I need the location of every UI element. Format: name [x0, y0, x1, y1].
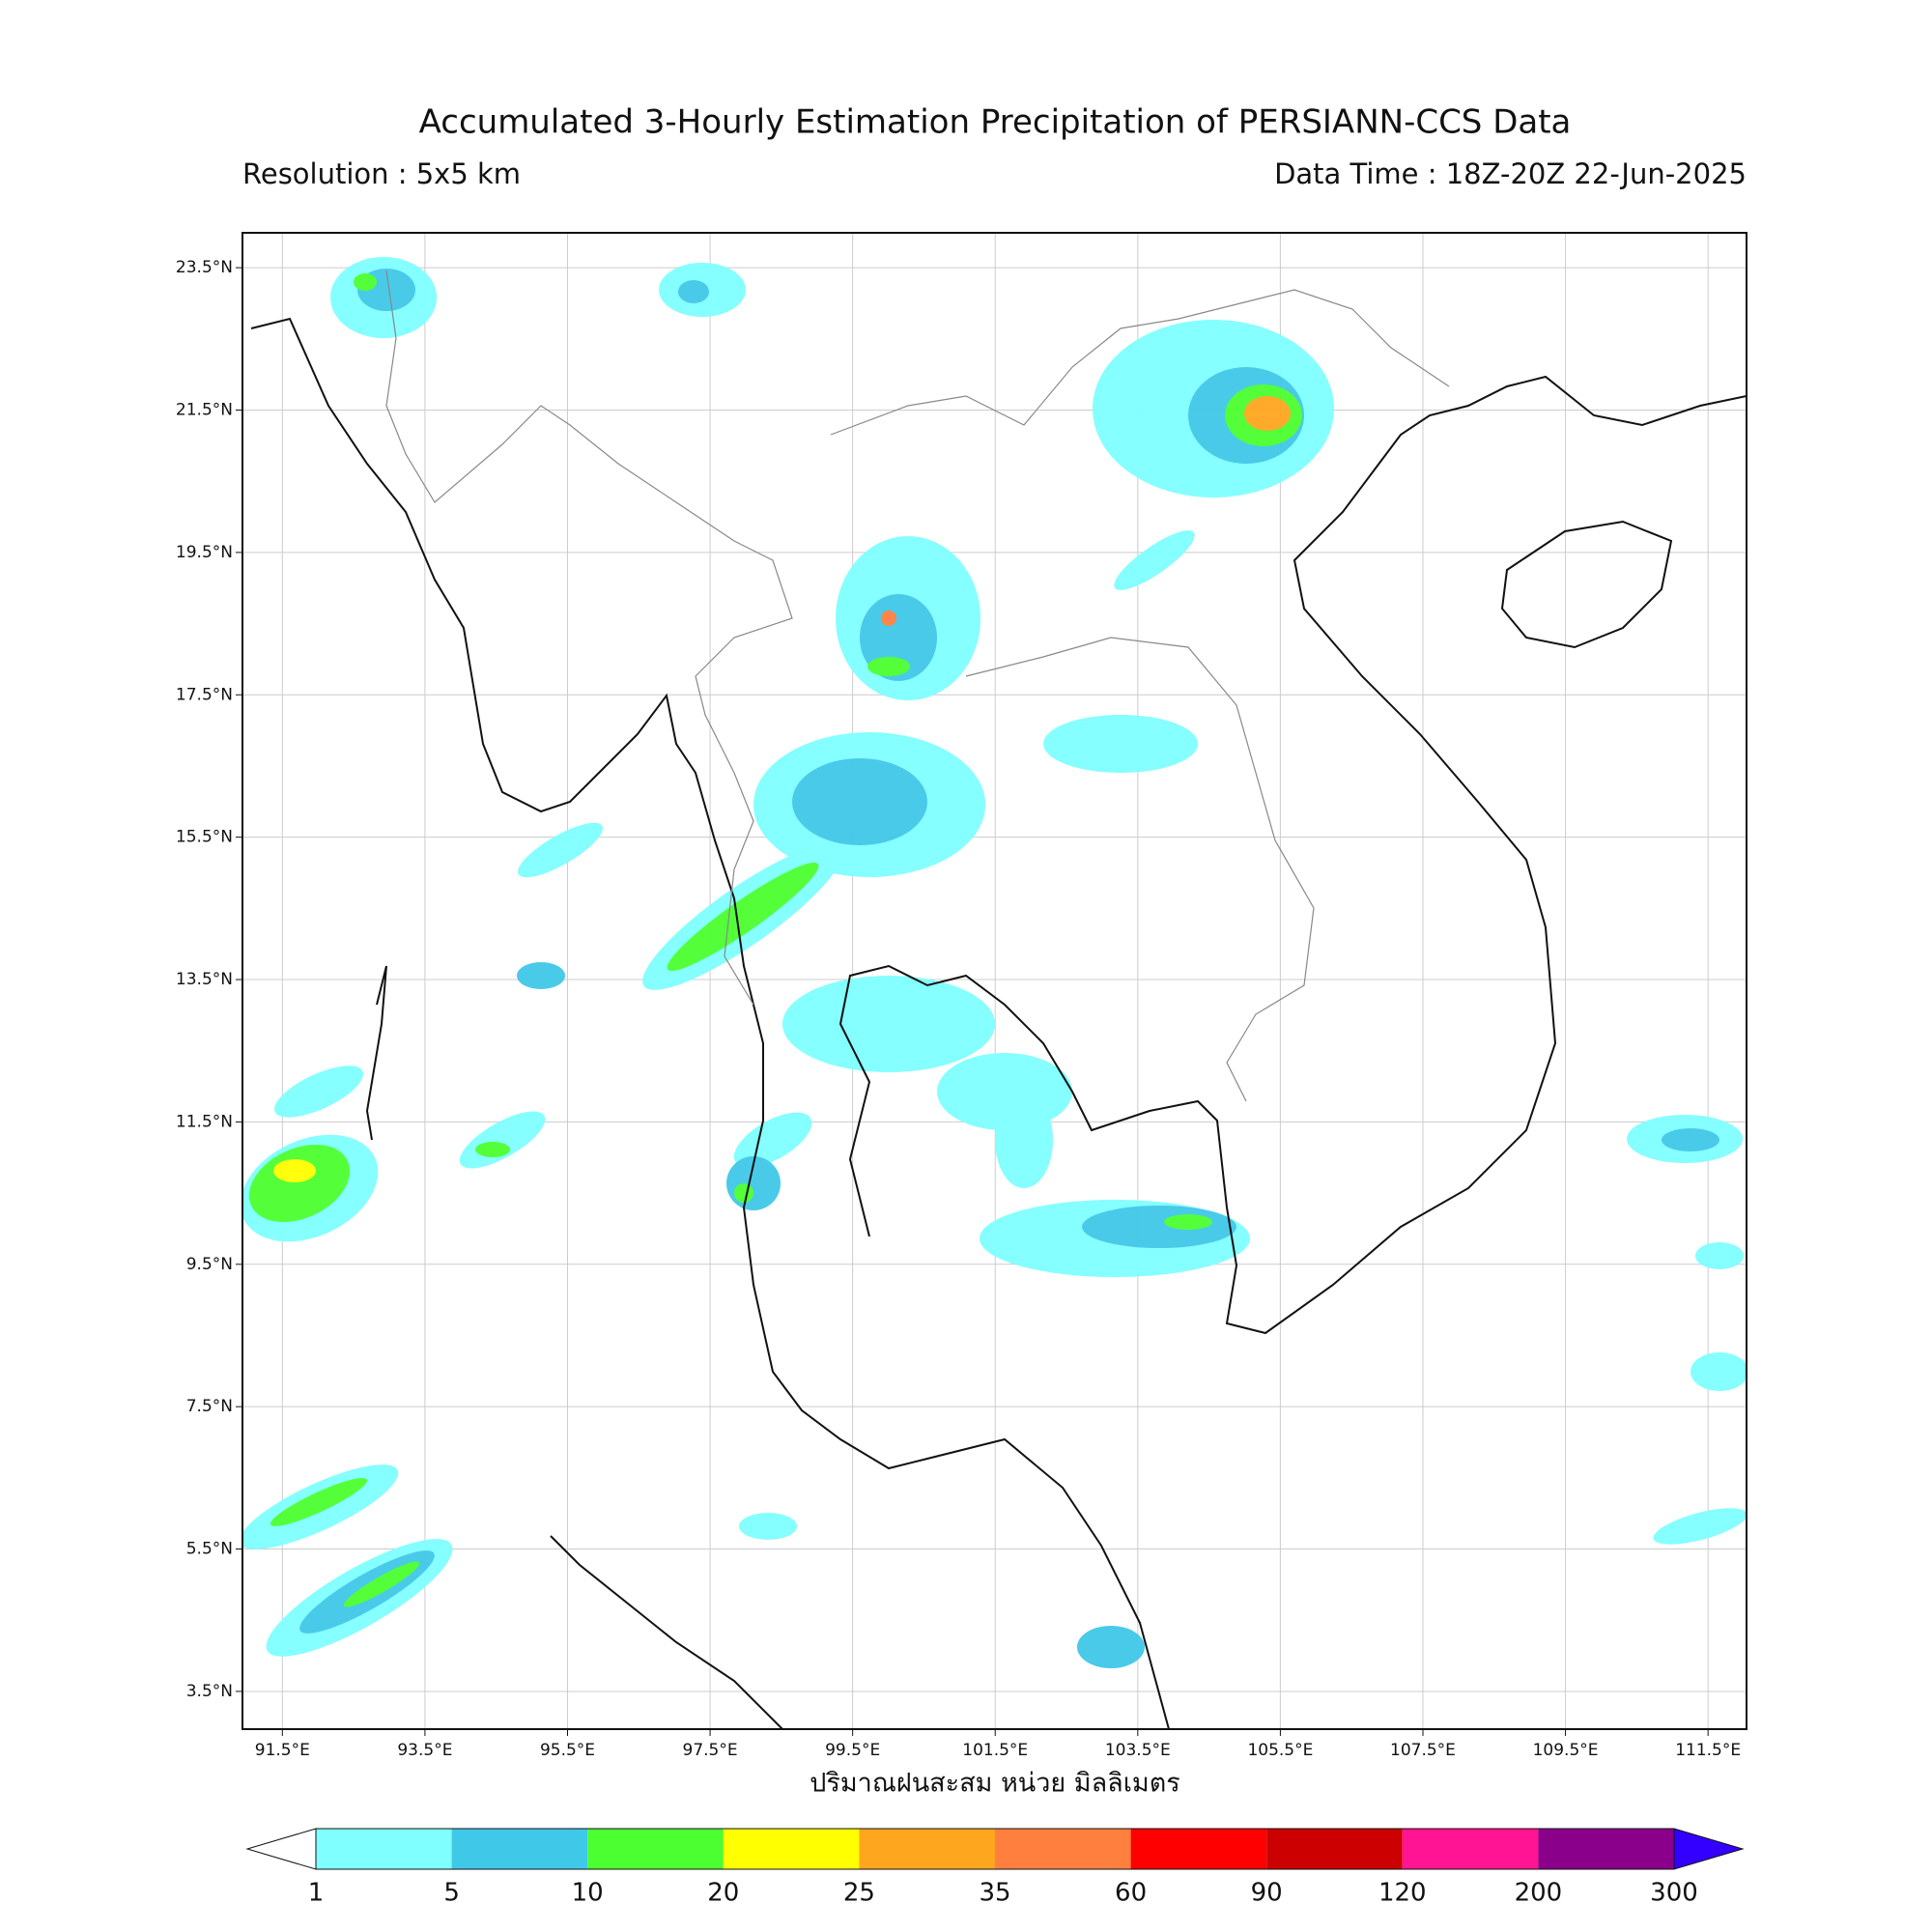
title: Accumulated 3-Hourly Estimation Precipit… [419, 103, 1572, 142]
rain-area [1043, 715, 1198, 773]
colorbar-tick-label: 200 [1515, 1879, 1563, 1908]
coastline [250, 317, 1170, 1729]
lon-tick-label: 95.5°E [540, 1741, 595, 1760]
lon-tick-label: 111.5°E [1675, 1741, 1741, 1760]
lat-tick-label: 5.5°N [186, 1540, 233, 1559]
rain-area [678, 280, 709, 303]
border [385, 270, 793, 1006]
colorbar-tick-label: 300 [1650, 1879, 1698, 1908]
rain-area [270, 1478, 368, 1526]
colorbar-box [587, 1829, 724, 1869]
lat-tick-label: 13.5°N [176, 970, 233, 989]
colorbar-tick-label: 10 [572, 1879, 604, 1908]
rain-area [518, 822, 603, 878]
lat-tick-label: 19.5°N [176, 543, 233, 562]
rain-area [1164, 1214, 1212, 1230]
lat-tick-label: 7.5°N [186, 1397, 233, 1416]
lon-tick-label: 97.5°E [683, 1741, 738, 1760]
lat-tick-label: 23.5°N [176, 258, 233, 277]
colorbar-tick-label: 60 [1115, 1879, 1147, 1908]
rain-area [1690, 1352, 1747, 1391]
resolution: Resolution : 5x5 km [242, 157, 521, 190]
boundaries [250, 270, 1747, 1729]
rain-area [667, 862, 819, 972]
lon-tick-label: 105.5°E [1247, 1741, 1313, 1760]
colorbar-over [1673, 1828, 1745, 1870]
island [1500, 520, 1673, 649]
rain-area [517, 962, 565, 989]
rain-area [354, 273, 377, 291]
map-layers [242, 257, 1747, 1729]
lat-tick-label: 9.5°N [186, 1255, 233, 1274]
rain-area [475, 1142, 510, 1157]
lon-tick-label: 103.5°E [1105, 1741, 1171, 1760]
colorbar-box [1130, 1829, 1267, 1869]
colorbar-box [1266, 1829, 1403, 1869]
rain-area [273, 1159, 316, 1182]
lat-tick-label: 17.5°N [176, 685, 233, 704]
rain-area [1662, 1128, 1719, 1151]
colorbar-box [859, 1829, 995, 1869]
rain-area [734, 1183, 753, 1203]
colorbar-box [451, 1829, 588, 1869]
rain-area [792, 758, 927, 845]
rain-area [867, 657, 910, 676]
lat-tick-label: 3.5°N [186, 1682, 233, 1701]
coastline [550, 1535, 783, 1729]
rain-area [1244, 396, 1291, 431]
rain-area [274, 1065, 363, 1118]
rain-area [1077, 1626, 1145, 1668]
rain-area [1082, 1206, 1236, 1248]
colorbar-box [1402, 1829, 1539, 1869]
colorbar-box [723, 1829, 860, 1869]
colorbar-tick-label: 90 [1251, 1879, 1283, 1908]
rain-area [1695, 1242, 1744, 1269]
colorbar-tick-label: 20 [707, 1879, 739, 1908]
lon-tick-label: 91.5°E [255, 1741, 310, 1760]
rain-area [1114, 530, 1195, 590]
colorbar-tick-label: 35 [979, 1879, 1010, 1908]
colorbar-under [245, 1828, 317, 1870]
border [965, 637, 1315, 1102]
rain-area [733, 1112, 812, 1168]
rain-area [248, 1144, 351, 1223]
rain-area [343, 1561, 420, 1607]
rain-area [881, 611, 896, 626]
colorbar-tick-label: 25 [843, 1879, 875, 1908]
lat-tick-label: 21.5°N [176, 400, 233, 419]
colorbar-box [316, 1829, 452, 1869]
lon-tick-label: 101.5°E [962, 1741, 1028, 1760]
data-time: Data Time : 18Z-20Z 22-Jun-2025 [1274, 157, 1747, 190]
colorbar-frame [315, 1828, 1675, 1870]
coastline [838, 375, 1747, 1335]
rain-area [1653, 1508, 1747, 1545]
colorbar-box [1538, 1829, 1674, 1869]
lon-tick-label: 107.5°E [1390, 1741, 1456, 1760]
grid [242, 233, 1747, 1729]
border [830, 289, 1450, 436]
map-frame [242, 232, 1747, 1730]
colorbar-tick-label: 120 [1378, 1879, 1427, 1908]
lon-tick-label: 93.5°E [397, 1741, 452, 1760]
x-axis-label: ปริมาณฝนสะสม หน่วย มิลลิเมตร [810, 1769, 1180, 1799]
rain-area [459, 1111, 546, 1169]
colorbar-tick-label: 5 [443, 1879, 460, 1908]
lon-tick-label: 109.5°E [1533, 1741, 1599, 1760]
lat-tick-label: 15.5°N [176, 828, 233, 847]
colorbar-box [995, 1829, 1131, 1869]
lon-tick-label: 99.5°E [825, 1741, 880, 1760]
rain-area [739, 1513, 797, 1540]
rain [242, 257, 1747, 1668]
colorbar: 1 5 10 20 25 35 60 90 120 200 300 [245, 1828, 1745, 1908]
lat-tick-label: 11.5°N [176, 1112, 233, 1131]
colorbar-tick-label: 1 [308, 1879, 325, 1908]
rain-area [782, 976, 995, 1072]
coastline [365, 965, 387, 1141]
rain-area [995, 1092, 1053, 1188]
